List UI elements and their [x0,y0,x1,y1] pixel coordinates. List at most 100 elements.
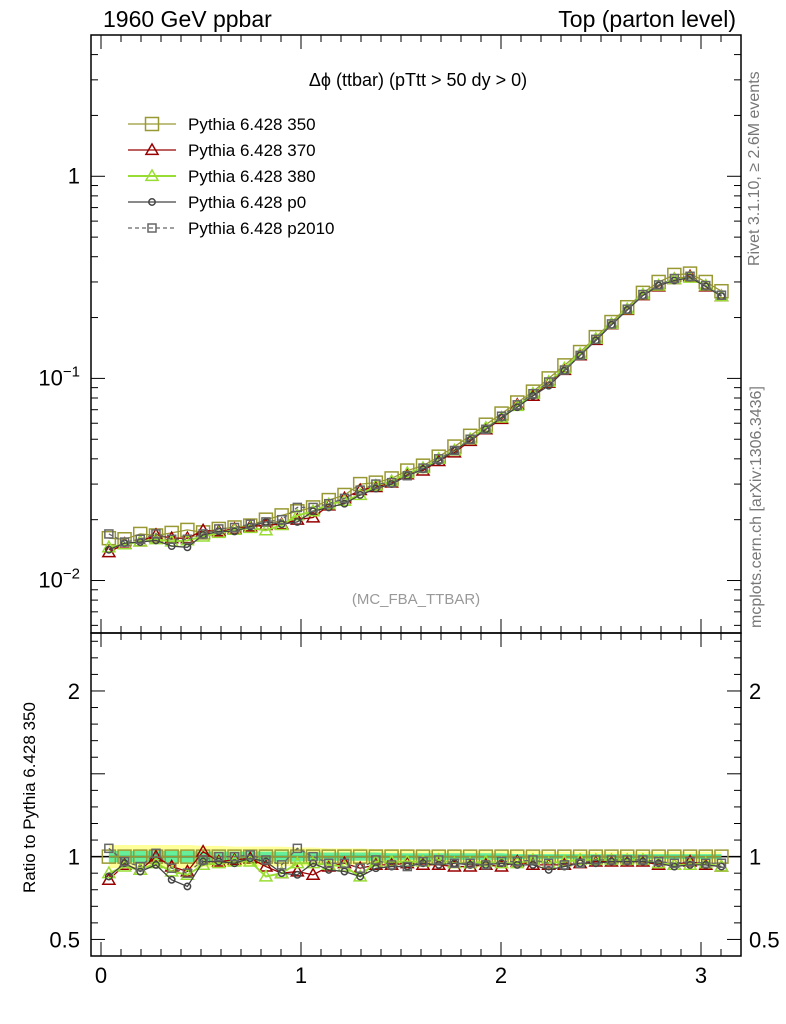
data-point [261,517,270,526]
legend-label: Pythia 6.428 p2010 [188,219,335,238]
data-point [384,473,399,487]
data-point [557,358,572,373]
ratio-y-tick-label-right: 2 [749,679,761,704]
data-point [339,493,350,504]
ratio-y-tick-label: 2 [68,679,80,704]
ratio-point [198,855,208,865]
ratio-point [308,851,318,862]
ratio-point [701,860,710,869]
data-point [229,522,240,533]
ratio-point [277,869,286,878]
ratio-point [214,857,223,866]
ratio-point [180,849,195,864]
data-point [543,377,554,387]
legend-marker [147,223,157,233]
data-point [559,365,570,375]
data-point [119,537,130,547]
data-point [386,477,397,488]
ratio-point [591,855,601,865]
ratio-point [478,849,494,864]
data-point [258,522,274,536]
data-point [575,350,585,361]
main-y-tick-label: 10−1 [38,363,80,390]
ratio-point [276,860,287,870]
ratio-point [635,849,651,864]
data-point [591,334,601,345]
ratio-point [496,856,507,867]
ratio-point [258,849,274,864]
ratio-point [293,870,302,879]
ratio-point [638,855,648,865]
ratio-y-tick-label: 1 [68,845,80,870]
x-tick-label: 3 [695,963,707,988]
ratio-point [371,864,380,873]
data-point [290,504,305,519]
data-point [685,271,695,282]
ratio-point [653,856,664,867]
data-point [450,446,459,455]
data-point [308,502,318,513]
ratio-point [497,859,506,868]
ratio-point [543,858,554,868]
rivet-version-label: Rivet 3.1.10, ≥ 2.6M events [746,71,763,266]
data-point [449,445,460,456]
data-point [356,491,365,499]
data-point [433,454,444,464]
ratio-point [481,860,491,870]
data-point [180,522,195,538]
data-point [355,485,365,495]
data-point [321,496,337,510]
data-point [321,492,337,508]
ratio-point [576,859,585,868]
ratio-point [183,882,192,891]
ratio-point [465,858,475,868]
ratio-point [685,856,695,867]
data-point [529,391,537,400]
ratio-point [512,856,523,867]
main-y-tick-exponent: −1 [63,363,80,380]
legend-label: Pythia 6.428 p0 [188,193,306,212]
ratio-point [324,858,334,868]
ratio-series-layer [101,843,729,891]
ratio-point [289,863,305,877]
legend: Pythia 6.428 350 Pythia 6.428 370 Pythia 6… [128,115,335,238]
data-point [481,424,491,435]
ratio-point [466,860,475,869]
ratio-point [529,860,537,869]
data-point [136,538,145,547]
data-point [152,536,160,545]
ratio-point [258,868,274,882]
ratio-point [402,861,413,872]
ratio-point [152,860,160,869]
ratio-point [355,863,365,873]
data-point [576,351,585,360]
data-point [716,290,727,300]
ratio-point [214,851,224,862]
data-point [245,519,255,529]
data-point [151,529,161,539]
ratio-point [104,843,114,854]
data-point [653,280,664,290]
data-point [368,478,384,491]
ratio-point [433,855,444,865]
ratio-point [151,848,161,859]
data-point [289,512,305,525]
data-point [638,289,648,300]
ratio-y-tick-label: 0.5 [49,927,80,952]
ratio-point [104,872,113,881]
ratio-point [386,860,397,870]
data-point [276,514,287,525]
ratio-point [431,849,446,864]
ratio-point [167,875,176,884]
legend-marker [144,142,160,156]
data-point [101,539,117,553]
main-y-tick-label: 10−2 [38,566,80,593]
data-point [104,545,113,554]
legend-marker [144,168,160,182]
legend-marker [144,116,160,132]
ratio-point [305,867,321,880]
ratio-point [182,868,193,878]
ratio-point [166,863,177,873]
ratio-point [654,859,663,868]
data-point [133,526,148,542]
